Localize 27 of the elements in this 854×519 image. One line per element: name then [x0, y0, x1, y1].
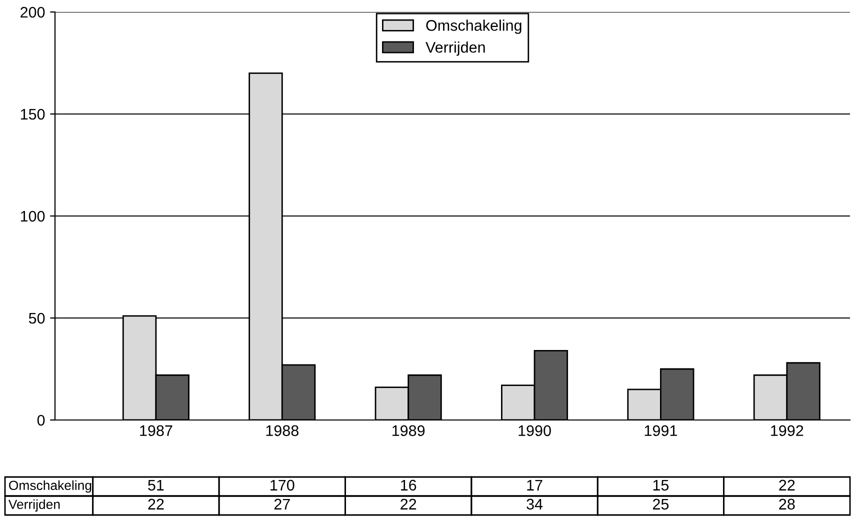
y-tick-label: 50: [28, 312, 45, 324]
y-tick-label: 200: [20, 6, 45, 18]
x-tick-label: 1990: [518, 425, 551, 436]
x-tick-label: 1991: [644, 425, 677, 436]
data-label: 25: [652, 498, 669, 510]
legend-label: Verrijden: [426, 42, 485, 56]
data-label: 22: [400, 498, 416, 510]
y-tick-label: 150: [20, 108, 45, 120]
data-label: 22: [148, 498, 164, 510]
x-tick-label: 1987: [140, 425, 172, 436]
x-tick-label: 1992: [771, 425, 804, 436]
legend-label: Omschakeling: [426, 20, 522, 34]
data-label: 170: [270, 480, 294, 491]
x-tick-label: 1989: [392, 425, 425, 436]
text: Omschakeling: [9, 480, 92, 493]
x-tick-label: 1988: [266, 425, 298, 436]
data-label: 22: [779, 480, 795, 490]
data-label: 15: [653, 480, 669, 491]
data-label: 28: [779, 498, 795, 510]
data-label: 16: [401, 480, 416, 491]
text: Verrijden: [8, 499, 60, 512]
y-tick-label: 100: [20, 210, 45, 222]
y-tick-label: 0: [37, 414, 45, 426]
data-label: 27: [274, 498, 290, 510]
data-label: 34: [526, 498, 543, 510]
data-label: 17: [527, 480, 542, 490]
data-label: 51: [148, 480, 164, 491]
